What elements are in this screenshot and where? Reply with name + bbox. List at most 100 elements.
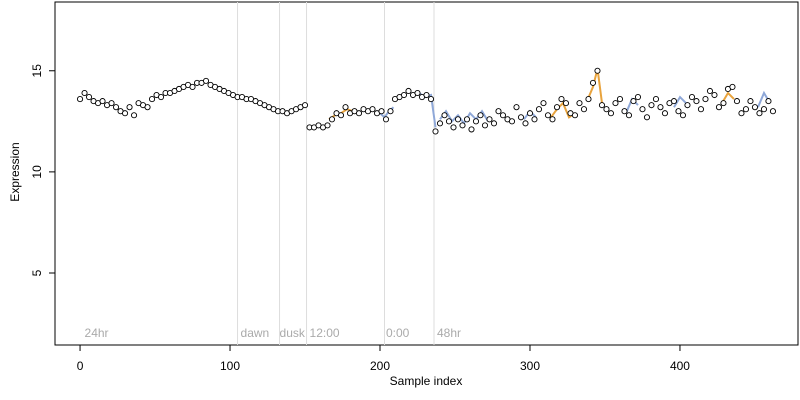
point — [625, 112, 633, 119]
point — [729, 83, 736, 90]
point — [463, 116, 471, 123]
point — [454, 116, 462, 123]
point — [711, 91, 718, 99]
point — [540, 100, 547, 107]
point — [648, 102, 655, 109]
point — [144, 104, 151, 111]
point — [459, 122, 466, 129]
annotation: dawn — [241, 326, 270, 340]
point — [76, 96, 84, 103]
point — [643, 114, 651, 121]
point — [157, 94, 165, 101]
point — [589, 79, 597, 86]
point — [621, 108, 628, 115]
point — [720, 100, 727, 107]
point — [576, 100, 583, 107]
y-axis-label: Expression — [8, 142, 22, 201]
point — [684, 102, 691, 109]
y-tick-label: 15 — [30, 64, 44, 78]
point — [585, 96, 592, 103]
point — [148, 96, 156, 103]
annotation: 12:00 — [310, 326, 340, 340]
point — [558, 96, 565, 103]
point — [594, 67, 601, 74]
point — [517, 114, 525, 121]
point — [445, 118, 453, 125]
point — [99, 98, 106, 105]
point — [612, 100, 619, 107]
point — [733, 98, 741, 105]
y-tick-label: 5 — [30, 269, 44, 276]
point — [441, 112, 448, 119]
point — [765, 98, 772, 105]
point — [526, 110, 534, 117]
point — [499, 112, 507, 119]
point — [742, 106, 750, 113]
x-tick-label: 0 — [77, 359, 84, 373]
point — [535, 106, 543, 113]
point — [202, 77, 210, 84]
point — [112, 104, 120, 111]
x-tick-label: 300 — [520, 359, 540, 373]
point — [715, 104, 723, 111]
annotation: 48hr — [437, 326, 461, 340]
point — [661, 110, 669, 117]
x-tick-label: 100 — [220, 359, 240, 373]
point — [616, 96, 624, 103]
point — [769, 108, 777, 115]
point — [598, 102, 606, 109]
point — [693, 98, 700, 105]
point — [342, 104, 349, 111]
point — [387, 108, 394, 115]
point — [630, 98, 637, 105]
point — [544, 112, 552, 119]
point — [324, 122, 331, 129]
point — [553, 104, 561, 111]
point — [751, 104, 759, 111]
point — [697, 106, 705, 113]
point — [580, 106, 588, 113]
x-tick-label: 200 — [370, 359, 390, 373]
point — [486, 116, 493, 123]
point — [378, 108, 385, 115]
point — [414, 89, 421, 97]
point — [508, 118, 516, 125]
point — [652, 96, 660, 103]
point — [450, 124, 457, 131]
point — [495, 108, 502, 115]
point — [706, 87, 714, 95]
point — [436, 120, 444, 127]
point — [432, 128, 439, 135]
point — [423, 91, 430, 99]
point — [738, 110, 745, 117]
point — [531, 116, 538, 123]
point — [126, 104, 133, 111]
point — [679, 112, 687, 119]
point — [670, 98, 678, 105]
point — [571, 112, 579, 119]
point — [189, 83, 196, 90]
point — [355, 110, 363, 117]
point — [562, 100, 570, 107]
point — [337, 112, 345, 119]
x-tick-label: 400 — [670, 359, 690, 373]
point — [513, 104, 520, 111]
point — [634, 94, 642, 101]
point — [427, 96, 435, 103]
point — [382, 116, 390, 123]
point — [130, 112, 138, 119]
point — [405, 87, 412, 95]
point — [549, 116, 556, 123]
point — [657, 104, 664, 111]
point — [747, 98, 754, 105]
point — [85, 94, 93, 101]
point — [603, 106, 610, 113]
point — [301, 102, 309, 109]
point — [400, 91, 408, 99]
annotation: dusk — [280, 326, 306, 340]
point — [481, 122, 489, 129]
point — [369, 106, 376, 113]
point — [328, 116, 336, 123]
